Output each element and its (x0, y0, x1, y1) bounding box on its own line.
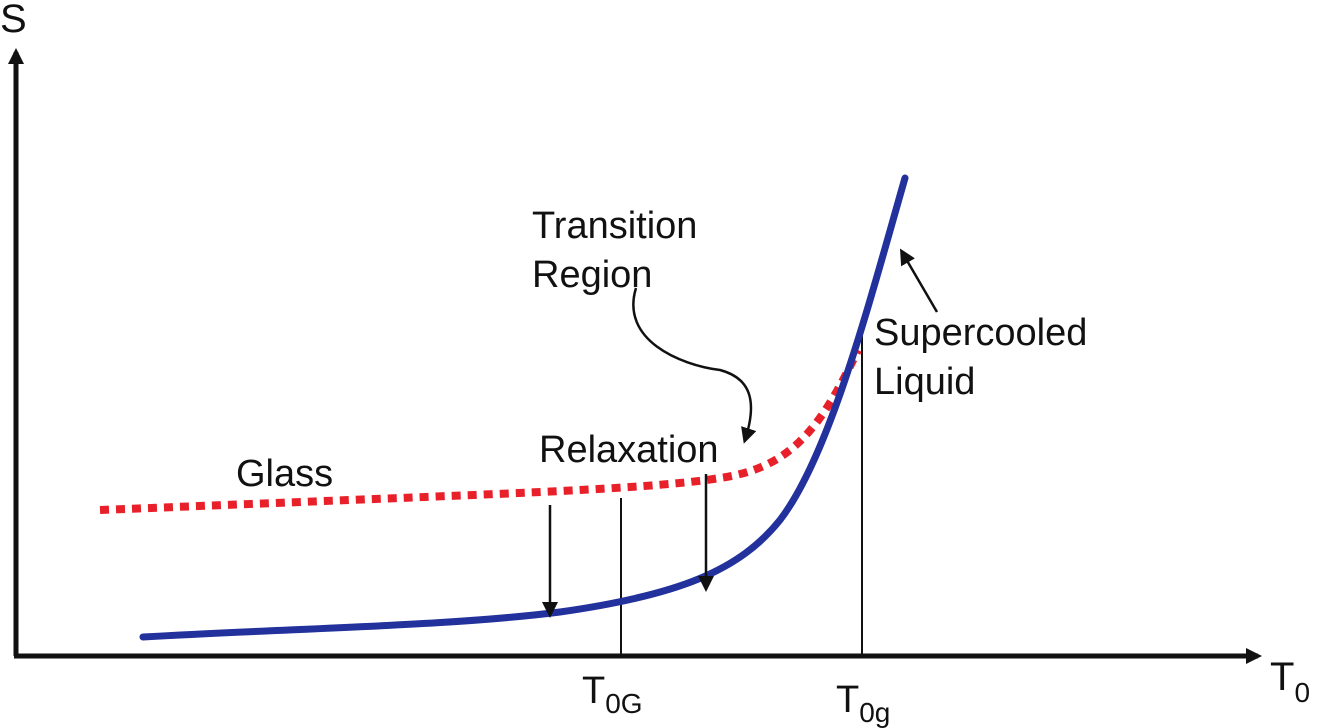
supercooled-liquid-arrow (899, 248, 939, 313)
relaxation-label: Relaxation (539, 429, 719, 471)
glass-label: Glass (236, 453, 333, 495)
supercooled-liquid-label-line2: Liquid (874, 361, 975, 403)
transition-region-label-line1: Transition (532, 205, 697, 247)
x-axis-label: T0 (1270, 655, 1310, 708)
transition-region-label-line2: Region (532, 254, 652, 296)
equilibrium-liquid-curve (139, 174, 909, 641)
supercooled-liquid-label-line1: Supercooled (874, 312, 1087, 354)
transition-region-arrow (632, 287, 757, 444)
t0g-tick-label: T0g (836, 679, 890, 728)
y-axis-label: S (0, 0, 27, 41)
glass-curve (99, 348, 862, 514)
t0G-tick-label: T0G (582, 670, 643, 719)
